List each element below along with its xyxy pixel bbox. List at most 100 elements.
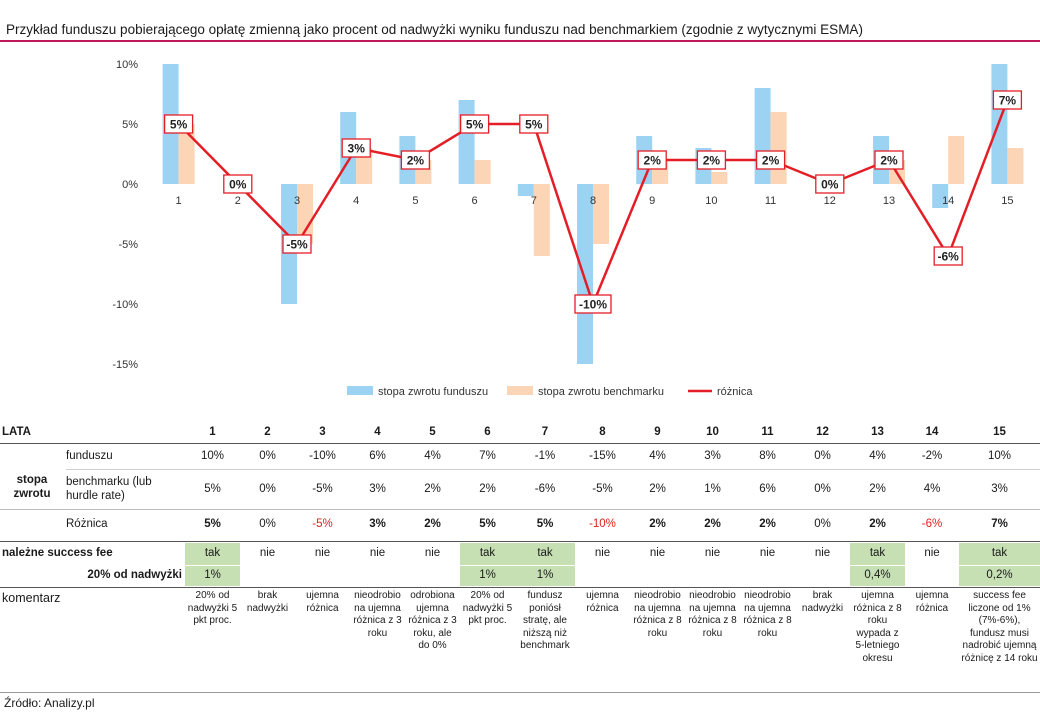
x-tick-label: 14 xyxy=(942,195,954,207)
difference-data-label: 0% xyxy=(229,178,247,192)
year-header: 13 xyxy=(871,426,884,439)
success-fee-cell: tak xyxy=(850,543,905,565)
table-rule xyxy=(0,692,1040,693)
source-note: Źródło: Analizy.pl xyxy=(4,696,95,710)
fund-return-cell: 10% xyxy=(200,450,225,463)
fee-20-cell: 1% xyxy=(460,566,515,586)
comment-cell: nieodrobio na ujemna różnica z 3 roku xyxy=(353,590,402,639)
difference-data-label: 2% xyxy=(762,154,780,168)
fund-return-cell: 3% xyxy=(704,450,721,463)
legend-fund-swatch xyxy=(347,386,373,395)
difference-cell: 5% xyxy=(204,518,221,531)
fund-return-cell: 7% xyxy=(479,450,496,463)
fund-return-cell: 10% xyxy=(987,450,1012,463)
difference-label-box xyxy=(815,174,845,194)
fund-bar xyxy=(577,184,593,364)
year-header: 9 xyxy=(654,426,661,439)
y-tick-label: 10% xyxy=(116,59,138,71)
row-label-20-nadwyzki: 20% od nadwyżki xyxy=(87,569,182,582)
difference-label-box xyxy=(933,246,963,266)
benchmark-return-cell: 1% xyxy=(704,483,721,496)
year-header: 6 xyxy=(484,426,491,439)
comment-cell: ujemna różnica xyxy=(306,590,339,614)
row-label-funduszu: funduszu xyxy=(66,450,113,463)
row-label-benchmarku: benchmarku (lub hurdle rate) xyxy=(66,476,152,502)
comment-cell: success fee liczone od 1% (7%-6%), fundu… xyxy=(961,590,1038,664)
success-fee-cell: nie xyxy=(924,547,940,560)
success-fee-cell: nie xyxy=(594,547,611,560)
benchmark-return-cell: -5% xyxy=(312,483,333,496)
success-fee-cell: nie xyxy=(314,547,331,560)
fund-return-cell: -10% xyxy=(309,450,336,463)
difference-cell: 2% xyxy=(869,518,886,531)
difference-data-label: 5% xyxy=(525,118,543,132)
success-fee-cell: tak xyxy=(515,543,575,565)
group-label-stopa-zwrotu: stopa zwrotu xyxy=(13,474,51,500)
difference-data-label: -5% xyxy=(286,238,308,252)
row-label-roznica: Różnica xyxy=(66,518,108,531)
title-underline xyxy=(0,40,1040,42)
fund-return-cell: -2% xyxy=(921,450,943,463)
success-fee-cell: nie xyxy=(369,547,386,560)
benchmark-bar xyxy=(770,112,787,184)
fee-20-cell xyxy=(240,566,295,586)
difference-label-box xyxy=(519,114,549,134)
year-header: 7 xyxy=(541,426,549,439)
benchmark-bar xyxy=(711,172,728,184)
difference-data-label: 2% xyxy=(644,154,662,168)
fee-20-cell xyxy=(630,566,685,586)
benchmark-return-cell: 2% xyxy=(649,483,666,496)
x-tick-label: 8 xyxy=(590,195,596,207)
benchmark-return-cell: 2% xyxy=(424,483,441,496)
benchmark-bar xyxy=(474,160,491,184)
difference-label-box xyxy=(163,114,194,134)
x-tick-label: 11 xyxy=(765,195,776,207)
difference-data-label: 2% xyxy=(703,154,721,168)
success-fee-cell: tak xyxy=(460,543,515,565)
difference-label-box xyxy=(755,150,786,170)
comment-cell: odrobiona ujemna różnica z 3 roku, ale d… xyxy=(408,590,457,651)
fee-20-cell: 1% xyxy=(185,566,240,586)
difference-data-label: -10% xyxy=(579,298,607,312)
fee-20-cell xyxy=(795,566,850,586)
legend-benchmark-label: stopa zwrotu benchmarku xyxy=(538,386,664,398)
comment-cell: 20% od nadwyżki 5 pkt proc. xyxy=(187,590,238,626)
difference-label-box xyxy=(992,90,1023,110)
row-label-komentarz: komentarz xyxy=(2,590,61,605)
table-header-lata: LATA xyxy=(2,426,31,439)
year-header: 4 xyxy=(374,426,381,439)
success-fee-cell: nie xyxy=(759,547,776,560)
fee-20-cell xyxy=(350,566,405,586)
fund-return-cell: 4% xyxy=(424,450,441,463)
difference-cell: 7% xyxy=(991,518,1008,531)
benchmark-bar xyxy=(178,124,195,184)
y-tick-label: -15% xyxy=(112,359,138,371)
y-tick-label: 0% xyxy=(122,179,138,191)
comment-cell: fundusz poniósł stratę, ale niższą niż b… xyxy=(520,590,570,651)
year-header: 5 xyxy=(429,426,436,439)
difference-label-box xyxy=(282,234,312,254)
success-fee-cell: nie xyxy=(814,547,831,560)
fund-bar xyxy=(517,184,534,196)
legend-benchmark-swatch xyxy=(507,386,533,395)
difference-data-label: 5% xyxy=(170,118,188,132)
benchmark-return-cell: 0% xyxy=(814,483,831,496)
difference-cell: 0% xyxy=(814,518,831,531)
fee-20-cell xyxy=(905,566,959,586)
fund-return-cell: 0% xyxy=(814,450,831,463)
fund-return-cell: 4% xyxy=(649,450,666,463)
fee-20-cell: 0,4% xyxy=(850,566,905,586)
comment-cell: brak nadwyżki xyxy=(246,590,289,614)
legend-fund-label: stopa zwrotu funduszu xyxy=(378,386,488,398)
bar-line-chart: 10%5%0%-5%-10%-15% 1 2 3 4 5 6 7 8 9 10 11 12 13 14 15… xyxy=(112,59,1024,398)
benchmark-return-cell: -6% xyxy=(534,483,556,496)
year-header: 12 xyxy=(816,426,829,439)
difference-data-label: 3% xyxy=(348,142,366,156)
x-tick-label: 12 xyxy=(824,195,836,207)
benchmark-return-cell: 3% xyxy=(991,483,1008,496)
success-fee-cell: nie xyxy=(424,547,441,560)
comment-cell: nieodrobio na ujemna różnica z 8 roku xyxy=(688,590,737,639)
difference-cell: 2% xyxy=(649,518,666,531)
table-rule xyxy=(0,541,1040,542)
difference-data-label: 2% xyxy=(407,154,425,168)
